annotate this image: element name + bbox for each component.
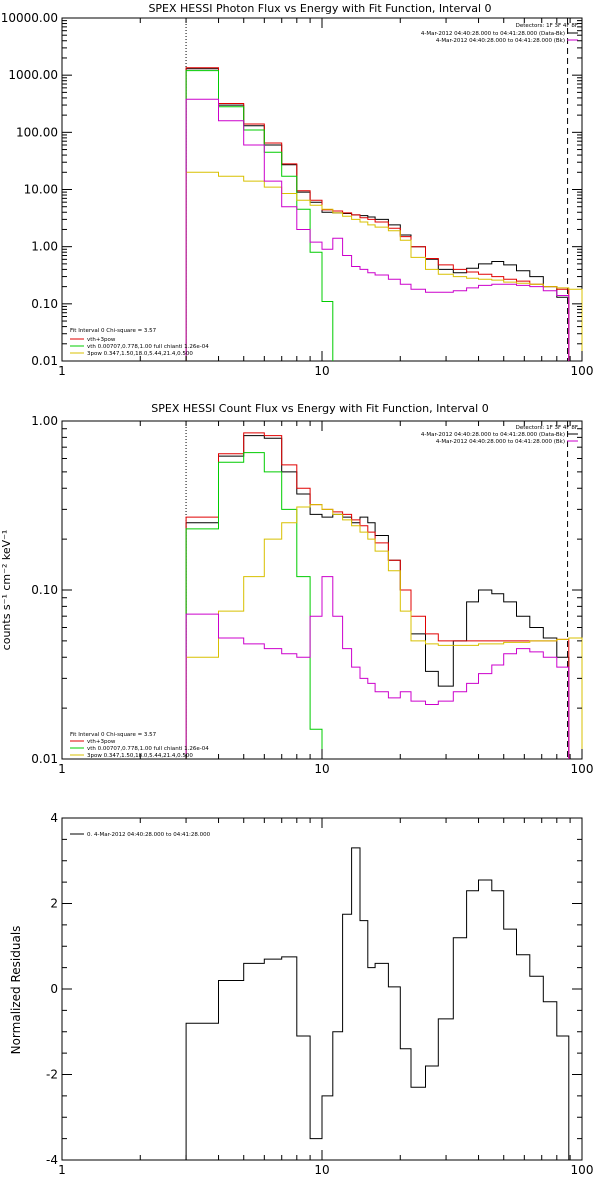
photon-flux-legend-detectors: Detectors: 1F 3F 4F 8F xyxy=(516,23,578,29)
count-flux-marks xyxy=(185,421,583,759)
count-flux-panel: SPEX HESSI Count Flux vs Energy with Fit… xyxy=(0,402,593,776)
count-flux-series-fit_sum xyxy=(185,432,570,759)
photon-flux-series-powerlaw xyxy=(185,171,583,361)
count-flux-title: SPEX HESSI Count Flux vs Energy with Fit… xyxy=(151,402,488,415)
photon-flux-y-tick-label: 0.10 xyxy=(31,297,58,311)
photon-flux-y-tick-label: 1.00 xyxy=(31,240,58,254)
residuals-legend: 0. 4-Mar-2012 04:40:28.000 to 04:41:28.0… xyxy=(70,832,211,838)
residuals-y-tick-label: 0 xyxy=(50,982,58,996)
photon-flux-legend-bk: 4-Mar-2012 04:40:28.000 to 04:41:28.000 … xyxy=(436,38,565,44)
residuals-y-tick-label: 4 xyxy=(50,811,58,825)
count-flux-legend-fit-header: Fit Interval 0 Chi-square = 3.57 xyxy=(70,732,157,738)
count-flux-legend-vth: vth 0.00707,0.778,1.00 full chianti 1.26… xyxy=(87,746,209,752)
photon-flux-x-tick-label: 1 xyxy=(58,364,66,378)
count-flux-legend-3pow: 3pow 0.347,1.50,18.0,5.44,21.4,0.500 xyxy=(87,753,193,759)
photon-flux-y-tick-label: 10000.00 xyxy=(1,11,58,25)
photon-flux-y-tick-label: 0.01 xyxy=(31,354,58,368)
count-flux-series-thermal xyxy=(185,452,323,759)
count-flux-x-tick-label: 1 xyxy=(58,762,66,776)
photon-flux-legend-data-bk: 4-Mar-2012 04:40:28.000 to 04:41:28.000 … xyxy=(421,31,565,37)
count-flux-y-tick-label: 1.00 xyxy=(31,414,58,428)
residuals-y-tick-label: -2 xyxy=(46,1068,58,1082)
photon-flux-x-tick-label: 10 xyxy=(314,364,329,378)
photon-flux-axes: 1 10 100 0.01 0.10 1.00 10.00 100.00 1000.00 1000… xyxy=(1,11,594,378)
photon-flux-legend-fit-header: Fit Interval 0 Chi-square = 3.57 xyxy=(70,328,157,334)
count-flux-legend-detectors: Detectors: 1F 3F 4F 8F xyxy=(516,425,578,431)
photon-flux-legend-fit: Fit Interval 0 Chi-square = 3.57 vth+3po… xyxy=(70,328,209,357)
count-flux-legend-top: Detectors: 1F 3F 4F 8F 4-Mar-2012 04:40:… xyxy=(421,425,578,445)
photon-flux-series-fit_sum xyxy=(185,67,570,361)
photon-flux-marks xyxy=(185,18,583,361)
photon-flux-y-tick-label: 100.00 xyxy=(16,125,58,139)
photon-flux-legend-top: Detectors: 1F 3F 4F 8F 4-Mar-2012 04:40:… xyxy=(421,23,578,44)
count-flux-series-powerlaw xyxy=(185,504,583,759)
count-flux-y-tick-label: 0.10 xyxy=(31,583,58,597)
count-flux-legend-bk: 4-Mar-2012 04:40:28.000 to 04:41:28.000 … xyxy=(436,439,565,445)
count-flux-x-tick-label: 100 xyxy=(571,762,594,776)
photon-flux-title: SPEX HESSI Photon Flux vs Energy with Fi… xyxy=(148,2,491,15)
photon-flux-plot-frame xyxy=(61,17,583,362)
photon-flux-y-tick-label: 1000.00 xyxy=(8,68,58,82)
photon-flux-y-tick-label: 10.00 xyxy=(24,183,58,197)
residuals-x-tick-label: 1 xyxy=(58,1163,66,1177)
count-flux-ylabel: counts s⁻¹ cm⁻² keV⁻¹ xyxy=(0,530,13,651)
residuals-y-tick-label: 2 xyxy=(50,897,58,911)
count-flux-legend-fit: Fit Interval 0 Chi-square = 3.57 vth+3po… xyxy=(70,732,209,759)
residuals-y-tick-label: -4 xyxy=(46,1153,58,1167)
photon-flux-panel: SPEX HESSI Photon Flux vs Energy with Fi… xyxy=(1,2,594,378)
photon-flux-legend-fit-sum: vth+3pow xyxy=(87,337,116,343)
residuals-legend-label: 0. 4-Mar-2012 04:40:28.000 to 04:41:28.0… xyxy=(87,832,211,838)
residuals-series-total xyxy=(185,847,570,1160)
count-flux-y-tick-label: 0.01 xyxy=(31,752,58,766)
residuals-panel: Normalized Residuals 1 10 100 -4 -2 0 2 4 0. 4-… xyxy=(9,811,593,1177)
count-flux-series-background xyxy=(185,576,570,759)
photon-flux-series-thermal xyxy=(185,70,334,361)
count-flux-axes: 1 10 100 0.01 0.10 1.00 xyxy=(31,414,593,776)
photon-flux-legend-vth: vth 0.00707,0.778,1.00 full chianti 1.26… xyxy=(87,344,209,350)
count-flux-legend-fit-sum: vth+3pow xyxy=(87,739,116,745)
residuals-marks xyxy=(185,847,570,1160)
count-flux-legend-data-bk: 4-Mar-2012 04:40:28.000 to 04:41:28.000 … xyxy=(421,432,565,438)
residuals-x-tick-label: 100 xyxy=(571,1163,594,1177)
photon-flux-legend-3pow: 3pow 0.347,1.50,18.0,5.44,21.4,0.500 xyxy=(87,351,193,357)
residuals-axes: 1 10 100 -4 -2 0 2 4 xyxy=(46,811,593,1177)
residuals-ylabel: Normalized Residuals xyxy=(9,926,23,1055)
photon-flux-x-tick-label: 100 xyxy=(571,364,594,378)
residuals-x-tick-label: 10 xyxy=(314,1163,329,1177)
photon-flux-series-background xyxy=(185,98,570,361)
count-flux-x-tick-label: 10 xyxy=(314,762,329,776)
